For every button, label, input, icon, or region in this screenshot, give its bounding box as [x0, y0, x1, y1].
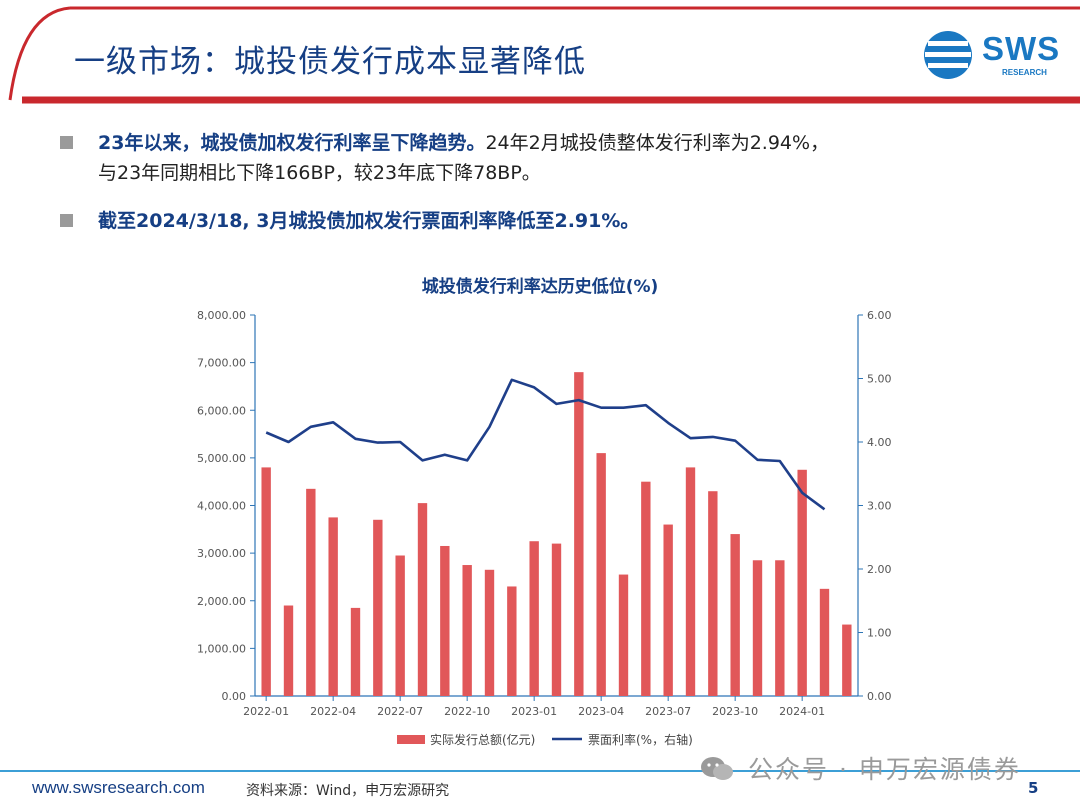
bar — [373, 519, 383, 696]
title-band — [8, 6, 1080, 104]
legend-bar-swatch — [397, 735, 425, 744]
bar — [596, 453, 606, 696]
bar — [462, 565, 472, 696]
y-left-tick-label: 8,000.00 — [197, 309, 246, 322]
bar — [685, 467, 696, 696]
y-left-tick-label: 6,000.00 — [197, 404, 246, 417]
bar — [618, 574, 629, 696]
y-left-tick-label: 0.00 — [222, 690, 247, 703]
x-tick-label: 2024-01 — [779, 705, 825, 718]
bullet-1-normal: 24年2月城投债整体发行利率为2.94%， — [485, 132, 830, 154]
y-right-tick-label: 2.00 — [867, 563, 892, 576]
bar — [842, 624, 852, 696]
sws-globe-icon — [924, 31, 972, 79]
x-tick-label: 2023-04 — [578, 705, 624, 718]
bar — [328, 517, 338, 696]
bar — [574, 372, 584, 696]
bullet-square-icon — [60, 214, 73, 227]
bar — [529, 541, 539, 696]
chart-title: 城投债发行利率达历史低位(%) — [421, 277, 659, 297]
y-left-tick-label: 1,000.00 — [197, 642, 246, 655]
legend-bar-label: 实际发行总额(亿元) — [430, 732, 535, 747]
bar — [551, 543, 562, 696]
y-right-tick-label: 3.00 — [867, 500, 892, 513]
bar — [484, 569, 495, 696]
y-left-tick-label: 7,000.00 — [197, 357, 246, 370]
bar — [283, 605, 294, 696]
watermark-text: 公众号 · 申万宏源债券 — [748, 755, 1021, 784]
y-right-tick-label: 4.00 — [867, 436, 892, 449]
logo-subtext: RESEARCH — [1002, 68, 1047, 77]
y-left-tick-label: 3,000.00 — [197, 547, 246, 560]
y-left-tick-label: 4,000.00 — [197, 500, 246, 513]
y-right-tick-label: 0.00 — [867, 690, 892, 703]
bar — [797, 469, 807, 696]
x-tick-label: 2022-07 — [377, 705, 423, 718]
bar — [507, 586, 517, 696]
x-tick-label: 2022-10 — [444, 705, 490, 718]
bar — [775, 560, 785, 696]
y-right-tick-label: 1.00 — [867, 627, 892, 640]
legend-line-label: 票面利率(%，右轴) — [588, 732, 693, 747]
page-number: 5 — [1028, 779, 1039, 797]
y-right-tick-label: 6.00 — [867, 309, 892, 322]
x-tick-label: 2023-10 — [712, 705, 758, 718]
x-tick-label: 2023-07 — [645, 705, 691, 718]
bar — [261, 467, 271, 696]
bar — [730, 534, 740, 696]
bar — [708, 491, 718, 696]
rate-line — [265, 378, 826, 511]
x-tick-label: 2023-01 — [511, 705, 557, 718]
bar — [641, 481, 651, 696]
footer-source: 资料来源：Wind，申万宏源研究 — [246, 783, 450, 799]
slide-title: 一级市场：城投债发行成本显著降低 — [74, 44, 586, 80]
bar — [663, 524, 673, 696]
bar — [350, 607, 361, 696]
x-tick-label: 2022-04 — [310, 705, 356, 718]
bar — [417, 503, 428, 696]
bar — [395, 555, 405, 696]
x-tick-label: 2022-01 — [243, 705, 289, 718]
bullet-square-icon — [60, 136, 73, 149]
bar — [440, 545, 450, 696]
footer-url[interactable]: www.swsresearch.com — [32, 778, 205, 797]
y-right-tick-label: 5.00 — [867, 373, 892, 386]
bullet-1-bold: 23年以来，城投债加权发行利率呈下降趋势。 — [98, 132, 486, 154]
bar — [306, 488, 316, 696]
bar — [819, 588, 830, 696]
y-left-tick-label: 2,000.00 — [197, 595, 246, 608]
chart: 0.00 1,000.00 2,000.00 3,000.00 4,000.00 5,00… — [197, 309, 892, 747]
bullet-1-line2: 与23年同期相比下降166BP，较23年底下降78BP。 — [98, 162, 541, 184]
sws-logo: SWS RESEARCH — [922, 28, 1062, 84]
y-left-tick-label: 5,000.00 — [197, 452, 246, 465]
bar — [752, 560, 763, 696]
wechat-icon — [701, 757, 733, 780]
logo-text: SWS — [982, 30, 1061, 67]
footer-divider — [0, 770, 1080, 772]
bullet-2-bold: 截至2024/3/18, 3月城投债加权发行票面利率降低至2.91%。 — [98, 210, 640, 232]
